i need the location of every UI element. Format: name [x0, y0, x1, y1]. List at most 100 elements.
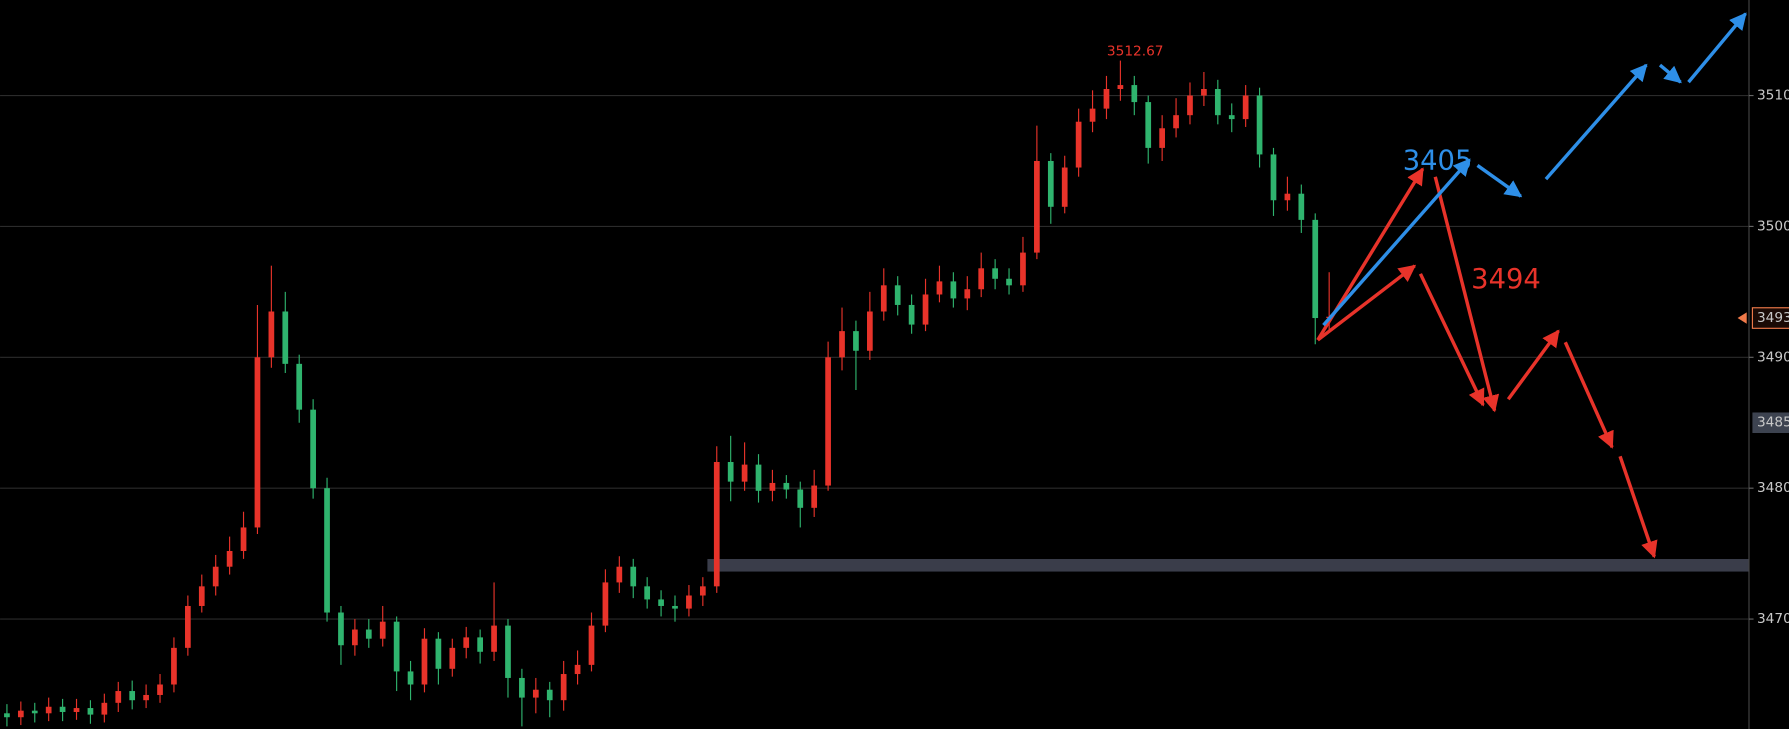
candle-body: [783, 482, 790, 490]
candle-body: [324, 488, 330, 613]
candle-body: [449, 647, 456, 669]
y-tick-label: 3490: [1757, 349, 1789, 365]
candle-body: [157, 684, 163, 695]
candle-body: [1075, 121, 1082, 168]
candle-body: [87, 708, 94, 715]
candle-body: [338, 612, 344, 646]
arrow: [1544, 63, 1648, 181]
candle-body: [644, 586, 651, 600]
candle-body: [1145, 102, 1152, 148]
candle-body: [1201, 88, 1207, 96]
candle-body: [59, 706, 66, 712]
candle-body: [867, 311, 873, 351]
candle-body: [546, 689, 553, 701]
candle-body: [1214, 88, 1221, 116]
candle-body: [17, 710, 24, 718]
candle-body: [477, 637, 483, 652]
candle-body: [519, 677, 525, 698]
arrow: [1316, 264, 1417, 342]
candle-body: [755, 464, 762, 491]
candle-body: [1006, 278, 1012, 286]
candle-body: [1131, 85, 1138, 103]
cursor-price-box: [1752, 412, 1789, 434]
candle-body: [240, 527, 247, 552]
candle-body: [560, 674, 567, 701]
candle-body: [699, 586, 706, 596]
candle-body: [129, 691, 136, 701]
candle-body: [1284, 193, 1291, 201]
candle-body: [365, 629, 372, 639]
candle-body: [727, 462, 734, 482]
price-axis: 3470 3480 3490 3500 3510 3493 3485: [1737, 88, 1789, 627]
candle-body: [407, 671, 414, 685]
support-band: [707, 559, 1749, 572]
candle-body: [1173, 115, 1179, 129]
candle-body: [978, 268, 985, 290]
arrow: [1322, 158, 1471, 327]
candle-body: [268, 311, 275, 358]
candle-body: [421, 638, 428, 685]
candle-body: [1047, 160, 1054, 207]
candle-body: [352, 629, 358, 646]
candle-body: [839, 331, 845, 358]
candle-body: [588, 625, 595, 665]
candle-body: [1270, 154, 1277, 201]
high-label: 3512.67: [1107, 43, 1164, 59]
candle-body: [296, 363, 303, 410]
candle-body: [880, 285, 887, 312]
candle-body: [602, 582, 609, 626]
candle-body: [31, 710, 38, 714]
candle-body: [505, 625, 511, 678]
arrow: [1563, 341, 1614, 449]
y-tick-label: 3510: [1757, 88, 1789, 104]
candle-body: [226, 551, 233, 567]
candle-body: [73, 708, 80, 712]
candle-body: [532, 689, 539, 698]
candle-body: [922, 294, 929, 325]
candle-body: [143, 694, 149, 701]
candle-body: [769, 482, 776, 491]
candle-body: [463, 637, 470, 648]
arrow: [1476, 164, 1523, 198]
candle-body: [4, 713, 10, 718]
candle-body: [992, 268, 998, 279]
y-tick-label: 3470: [1757, 611, 1789, 627]
annotation: 3494: [1471, 264, 1541, 295]
candle-body: [101, 702, 108, 715]
last-price-box: [1751, 307, 1789, 329]
candle-body: [185, 605, 191, 648]
candle-body: [1298, 193, 1305, 220]
annotation: 3405: [1403, 146, 1473, 177]
candle-body: [212, 566, 219, 587]
candle-body: [1228, 115, 1235, 120]
candle-body: [950, 281, 957, 299]
candles: [4, 60, 1333, 727]
y-tick-label: 3500: [1757, 218, 1789, 234]
arrow: [1618, 455, 1658, 559]
candle-body: [1089, 108, 1096, 122]
candle-body: [1103, 88, 1110, 109]
arrow: [1433, 176, 1500, 413]
candle-body: [1034, 160, 1040, 253]
arrow: [1658, 63, 1682, 84]
candle-body: [393, 621, 400, 672]
cursor-price-label: 3485: [1757, 415, 1789, 431]
y-tick-label: 3480: [1757, 480, 1789, 496]
candle-body: [825, 357, 831, 486]
candle-body: [1061, 167, 1068, 207]
candle-body: [686, 595, 692, 609]
candle-body: [310, 409, 316, 489]
candle-body: [1020, 252, 1026, 286]
last-price-pointer: [1737, 312, 1747, 324]
candle-body: [741, 464, 748, 482]
candle-body: [282, 311, 289, 364]
candle-body: [198, 586, 205, 606]
arrow: [1418, 273, 1485, 407]
candle-body: [1242, 95, 1249, 120]
grid: [0, 94, 1749, 620]
candle-body: [491, 625, 497, 652]
candle-body: [797, 489, 804, 508]
